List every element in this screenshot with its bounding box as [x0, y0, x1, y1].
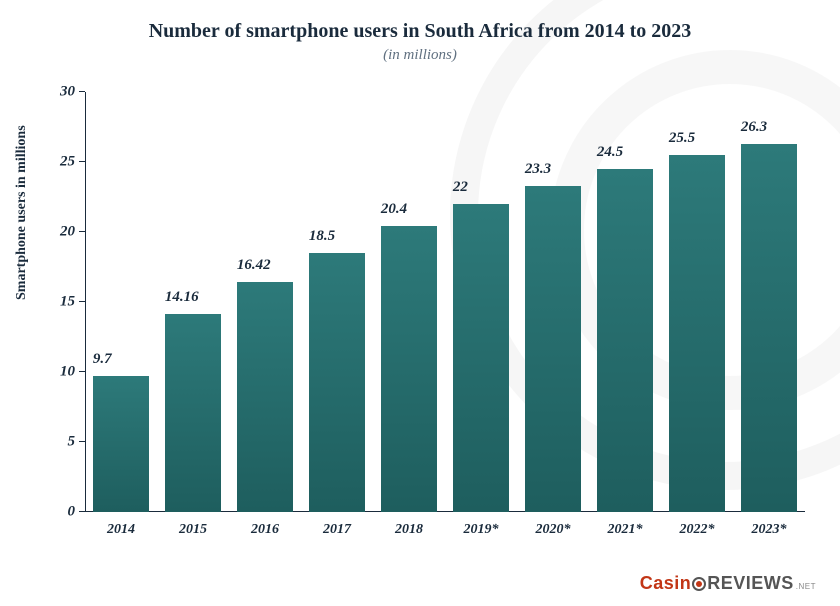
bar: 25.5 — [669, 155, 725, 512]
brand-dot-icon — [692, 577, 706, 591]
bar-wrap: 26.32023* — [733, 92, 805, 512]
bar-wrap: 222019* — [445, 92, 517, 512]
bar: 20.4 — [381, 226, 437, 512]
bar-wrap: 9.72014 — [85, 92, 157, 512]
x-tick-label: 2016 — [251, 522, 279, 538]
bar: 24.5 — [597, 169, 653, 512]
y-axis-label: Smartphone users in millions — [14, 125, 30, 300]
x-tick-label: 2023* — [752, 522, 787, 538]
y-tick-label: 0 — [68, 504, 76, 521]
brand-tail: .NET — [796, 582, 816, 591]
bar-value-label: 26.3 — [741, 119, 767, 136]
brand-casin: Casin — [640, 573, 692, 593]
bar-wrap: 24.52021* — [589, 92, 661, 512]
x-tick-label: 2014 — [107, 522, 135, 538]
bar-chart: Number of smartphone users in South Afri… — [0, 0, 840, 606]
bar-wrap: 14.162015 — [157, 92, 229, 512]
bar: 23.3 — [525, 186, 581, 512]
bars-group: 9.7201414.16201516.42201618.5201720.4201… — [85, 92, 805, 512]
x-tick-label: 2021* — [608, 522, 643, 538]
y-tick-label: 10 — [60, 364, 75, 381]
y-tick-label: 30 — [60, 84, 75, 101]
y-tick-label: 25 — [60, 154, 75, 171]
x-tick-label: 2019* — [464, 522, 499, 538]
bar: 9.7 — [93, 376, 149, 512]
bar-value-label: 23.3 — [525, 161, 551, 178]
x-tick-label: 2020* — [536, 522, 571, 538]
chart-title: Number of smartphone users in South Afri… — [0, 0, 840, 43]
plot-area: 051015202530 9.7201414.16201516.42201618… — [85, 92, 805, 512]
bar-value-label: 22 — [453, 179, 468, 196]
bar-value-label: 16.42 — [237, 257, 271, 274]
x-tick-label: 2017 — [323, 522, 351, 538]
bar: 18.5 — [309, 253, 365, 512]
bar-value-label: 14.16 — [165, 289, 199, 306]
bar-wrap: 20.42018 — [373, 92, 445, 512]
x-tick-label: 2022* — [680, 522, 715, 538]
x-tick-label: 2018 — [395, 522, 423, 538]
bar-wrap: 18.52017 — [301, 92, 373, 512]
y-tick-label: 5 — [68, 434, 76, 451]
bar: 22 — [453, 204, 509, 512]
bar-value-label: 24.5 — [597, 144, 623, 161]
chart-subtitle: (in millions) — [0, 47, 840, 64]
y-tick-label: 15 — [60, 294, 75, 311]
bar: 26.3 — [741, 144, 797, 512]
y-tick-label: 20 — [60, 224, 75, 241]
brand-logo: Casin REVIEWS.NET — [640, 573, 816, 594]
bar-value-label: 9.7 — [93, 351, 112, 368]
bar-value-label: 20.4 — [381, 201, 407, 218]
bar-wrap: 25.52022* — [661, 92, 733, 512]
bar-value-label: 25.5 — [669, 130, 695, 147]
x-tick-label: 2015 — [179, 522, 207, 538]
brand-reviews: REVIEWS — [707, 573, 794, 593]
bar-wrap: 23.32020* — [517, 92, 589, 512]
bar-wrap: 16.422016 — [229, 92, 301, 512]
bar-value-label: 18.5 — [309, 228, 335, 245]
bar: 16.42 — [237, 282, 293, 512]
bar: 14.16 — [165, 314, 221, 512]
